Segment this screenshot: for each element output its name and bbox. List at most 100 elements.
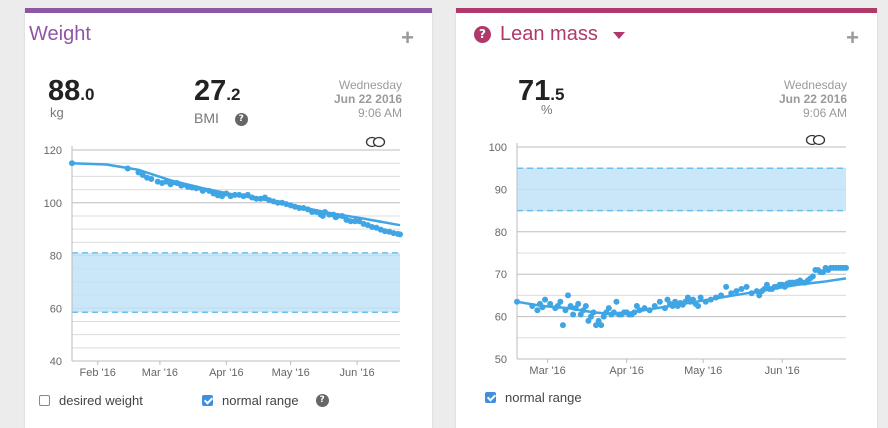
lean-mass-card: ? Lean mass + 71.5 % Wednesday Jun 22 20… [456,8,877,428]
lean-y-tick-label: 50 [495,354,507,366]
legend-normal-range-lean[interactable]: normal range [485,390,582,405]
weight-data-point [135,169,142,176]
weight-value: 88.0 [48,75,94,108]
lean-data-point [567,303,574,309]
lean-y-tick-label: 100 [489,142,507,154]
weight-date: Wednesday Jun 22 2016 9:06 AM [334,78,402,120]
weight-chart-svg[interactable]: 40 60 80 100 120 Feb '16 Mar '16 Apr '16 May '16… [25,13,432,393]
lean-x-tick-label: May '16 [684,365,722,377]
weight-data-point [69,160,75,167]
weight-data-point [163,178,170,185]
lean-help-icon[interactable]: ? [474,26,491,43]
lean-comment-icon-part [812,134,826,146]
desired-weight-checkbox[interactable] [39,395,50,406]
lean-data-point [636,307,643,314]
weight-value-dec: .0 [80,85,95,104]
weight-date-date: Jun 22 2016 [333,92,402,106]
lean-data-point [534,307,541,314]
lean-data-point [738,286,745,293]
chevron-down-icon[interactable] [613,32,625,39]
normal-range-checkbox-lean[interactable] [485,392,496,403]
bmi-label-row: BMI ? [194,110,248,126]
bmi-value: 27.2 [194,75,240,108]
lean-data-point [656,298,663,305]
weight-x-tick-label: Jun '16 [340,367,375,379]
lean-data-point [559,322,566,329]
lean-data-point [598,322,605,329]
weight-data-point [167,181,174,188]
lean-data-point [843,264,849,271]
bmi-help-icon[interactable]: ? [234,112,248,126]
lean-data-point [547,300,554,307]
bmi-value-dec: .2 [226,85,241,104]
normal-range-checkbox-weight[interactable] [202,395,213,406]
lean-data-point [707,296,714,303]
weight-normal-range-band [72,252,400,313]
lean-x-tick-label: Mar '16 [529,365,565,377]
weight-data-point [313,208,320,215]
lean-date-date: Jun 22 2016 [778,92,847,106]
lean-data-point [718,292,725,299]
lean-date-time: 9:06 AM [802,106,847,120]
lean-data-point [529,303,536,309]
weight-data-point [274,199,281,206]
lean-date: Wednesday Jun 22 2016 9:06 AM [779,78,847,120]
normal-range-help-icon[interactable]: ? [315,394,329,407]
lean-value-int: 71 [518,75,551,107]
weight-data-point [326,211,333,218]
lean-data-point [557,298,564,305]
lean-data-point [565,292,572,299]
weight-y-tick-label: 40 [50,356,62,368]
weight-date-time: 9:06 AM [357,106,402,120]
weight-data-point [124,165,131,172]
weight-comment-icon [365,136,386,148]
weight-y-tick-label: 120 [44,145,62,157]
weight-data-point [244,191,251,198]
weight-x-tick-label: Apr '16 [209,367,244,379]
lean-data-point [575,300,582,307]
lean-x-tick-label: Apr '16 [609,365,644,377]
bmi-value-int: 27 [194,75,227,107]
add-weight-plus-icon[interactable]: + [401,25,414,50]
weight-data-point [199,187,206,194]
lean-data-point [605,305,612,312]
lean-data-point [641,305,648,312]
lean-value: 71.5 [518,75,564,108]
weight-x-tick-label: Feb '16 [80,367,116,379]
lean-y-tick-label: 70 [495,269,507,281]
legend-desired-weight[interactable]: desired weight [39,393,143,408]
lean-comment-icon [805,134,826,146]
lean-x-tick-label: Jun '16 [765,365,800,377]
bmi-label: BMI [194,110,219,126]
lean-data-point [728,290,735,297]
weight-chart[interactable]: 40 60 80 100 120 Feb '16 Mar '16 Apr '16 May '16… [25,13,432,393]
lean-data-point [610,309,617,316]
lean-data-point [697,294,704,301]
lean-value-dec: .5 [550,85,565,104]
weight-data-point [296,205,303,212]
lean-chart-svg[interactable]: 50 60 70 80 90 100 Mar '16 Apr '16 May '16 Jun '1… [456,13,877,393]
weight-data-point [148,176,155,183]
lean-chart[interactable]: 50 60 70 80 90 100 Mar '16 Apr '16 May '16 Jun '1… [456,13,877,393]
weight-data-point [356,218,363,225]
lean-data-point [651,303,658,309]
weight-data-point [351,218,358,225]
weight-y-tick-label: 80 [50,251,62,263]
weight-date-day: Wednesday [338,78,402,92]
lean-data-point [695,303,702,309]
normal-range-label-lean: normal range [505,390,582,405]
add-lean-plus-icon[interactable]: + [846,25,859,50]
legend-normal-range-weight[interactable]: normal range ? [202,393,329,408]
lean-data-point [702,298,709,305]
weight-data-point [206,187,213,194]
weight-data-point [304,206,311,213]
weight-data-point [253,195,260,202]
weight-comment-icon-part [372,136,386,148]
lean-title[interactable]: Lean mass [500,23,598,45]
weight-data-point [139,172,146,179]
lean-data-point [723,283,730,290]
lean-data-point [748,290,755,297]
weight-data-point [339,212,346,219]
desired-weight-label: desired weight [59,393,143,408]
lean-date-day: Wednesday [783,78,847,92]
